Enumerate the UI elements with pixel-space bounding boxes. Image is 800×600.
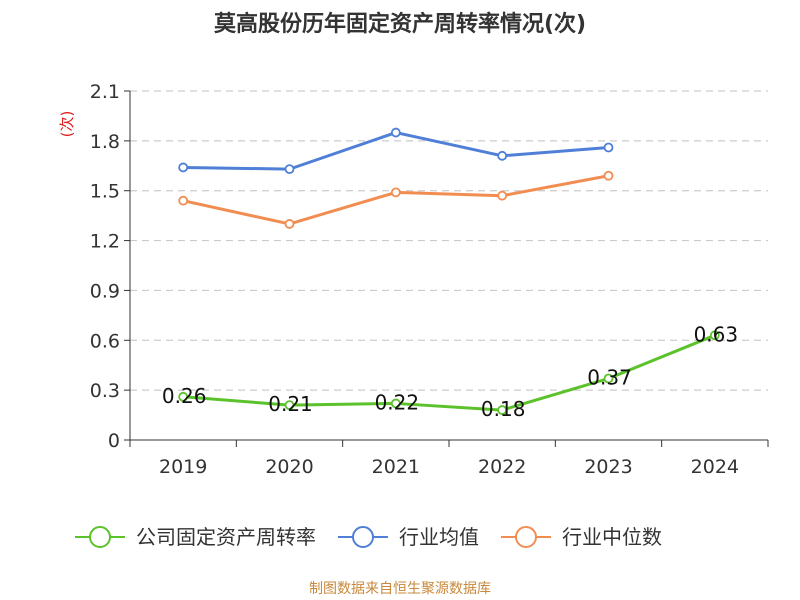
legend-label-0: 公司固定资产周转率 [136,525,316,549]
data-point [603,373,614,384]
y-axis-unit-label: (次) [58,111,76,138]
y-tick-label: 0 [108,430,120,452]
x-axis: 2019 2020 2021 2022 2023 2024 [129,439,769,478]
y-tick-label: 1.2 [90,231,120,253]
y-tick-label: 0.6 [90,330,120,352]
data-point [390,127,401,138]
data-point [284,400,295,411]
legend-marker-0 [89,526,111,548]
series-line-2 [182,174,609,226]
data-point [603,142,614,153]
legend-marker-1 [352,526,374,548]
legend-label-2: 行业中位数 [562,525,662,549]
x-tick-label: 2023 [584,456,632,478]
gridlines [130,90,768,391]
data-label: 0.22 [375,390,420,414]
data-label: 0.37 [587,366,632,390]
x-tick-label: 2019 [159,456,207,478]
x-tick-label: 2024 [691,456,739,478]
data-point [178,162,189,173]
series-lines [178,127,720,415]
data-point [709,330,720,341]
data-label: 0.63 [694,322,739,346]
y-tick-label: 2.1 [90,81,120,103]
y-axis: 0 0.3 0.6 0.9 1.2 1.5 1.8 2.1 (次) [58,81,131,452]
y-tick-label: 1.8 [90,131,120,153]
x-tick-label: 2020 [265,456,313,478]
data-point [284,219,295,229]
data-point [284,164,295,175]
legend-marker-2 [515,526,537,548]
data-label: 0.18 [481,397,526,421]
data-point [390,398,401,409]
x-tick-label: 2022 [478,456,526,478]
data-label: 0.21 [268,392,313,416]
series-line-0 [183,333,716,412]
chart-title: 莫高股份历年固定资产周转率情况(次) [213,12,587,37]
legend-label-1: 行业均值 [399,525,479,549]
y-tick-label: 1.5 [90,181,120,203]
data-point [497,190,508,201]
data-point [178,391,189,402]
data-point [390,187,401,198]
data-source: 制图数据来自恒生聚源数据库 [309,581,491,597]
data-point [178,195,189,206]
data-labels: 0.26 0.21 0.22 0.18 0.37 0.63 [162,322,738,421]
legend: 公司固定资产周转率 行业均值 行业中位数 [75,525,662,549]
data-point [603,170,614,181]
x-tick-label: 2021 [372,456,420,478]
y-tick-label: 0.9 [90,280,120,302]
y-tick-label: 0.3 [90,380,120,402]
data-point [497,405,508,415]
data-label: 0.26 [162,384,207,408]
series-line-1 [183,131,609,171]
data-point [497,150,508,161]
